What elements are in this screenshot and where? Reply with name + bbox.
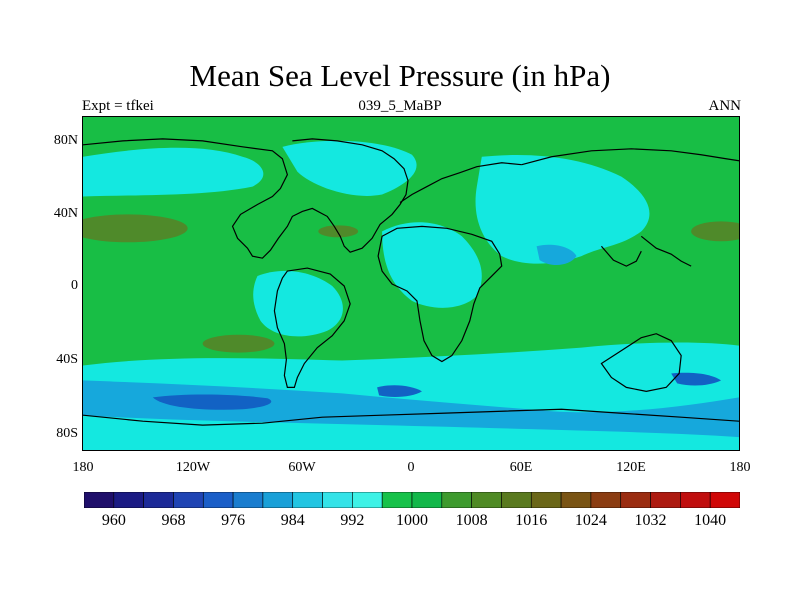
colorbar-tick-label: 984 bbox=[280, 512, 305, 529]
colorbar-swatch bbox=[381, 492, 413, 508]
contour-high-spacific bbox=[202, 334, 275, 353]
contour-high-npacific-e bbox=[691, 221, 739, 242]
lon-label-120w: 120W bbox=[175, 460, 211, 475]
colorbar bbox=[84, 492, 740, 508]
coastline-south-america bbox=[273, 267, 351, 388]
colorbar-swatch bbox=[620, 492, 651, 508]
colorbar-tick-label: 1016 bbox=[515, 512, 548, 529]
lon-label-60w: 60W bbox=[288, 460, 316, 475]
colorbar-swatch bbox=[471, 492, 502, 508]
lat-label-40n: 40N bbox=[53, 206, 78, 221]
colorbar-swatch bbox=[709, 492, 740, 508]
colorbar-swatch bbox=[560, 492, 592, 508]
colorbar-swatch bbox=[262, 492, 294, 508]
colorbar-tick-label: 1008 bbox=[455, 512, 488, 529]
plot-title: Mean Sea Level Pressure (in hPa) bbox=[189, 58, 611, 93]
colorbar-swatch bbox=[292, 492, 323, 508]
lon-label-180e: 180 bbox=[729, 460, 751, 475]
colorbar-swatch bbox=[113, 492, 144, 508]
contour-low-1 bbox=[152, 394, 272, 410]
colorbar-swatch bbox=[202, 492, 234, 508]
colorbar-swatch bbox=[530, 492, 562, 508]
lat-label-40s: 40S bbox=[56, 352, 78, 367]
contour-asia-low bbox=[536, 244, 577, 266]
colorbar-swatch bbox=[322, 492, 353, 508]
colorbar-swatch bbox=[501, 492, 532, 508]
contour-low-3 bbox=[671, 372, 722, 386]
colorbar-swatch bbox=[650, 492, 681, 508]
lon-label-60e: 60E bbox=[509, 460, 533, 475]
colorbar-swatch bbox=[352, 492, 383, 508]
colorbar-tick-label: 1000 bbox=[396, 512, 428, 529]
colorbar-tick-label: 992 bbox=[340, 512, 365, 529]
coastline-europe bbox=[399, 162, 522, 203]
colorbar-swatch bbox=[84, 492, 115, 508]
lon-label-0: 0 bbox=[407, 460, 415, 475]
lat-label-80n: 80N bbox=[53, 133, 78, 148]
season-label: ANN bbox=[708, 98, 742, 114]
contour-southern-blue bbox=[83, 380, 739, 438]
coastline-australia bbox=[600, 333, 682, 392]
contour-europe-cyan bbox=[382, 222, 482, 308]
colorbar-tick-label: 1024 bbox=[574, 512, 607, 529]
colorbar-tick-label: 1040 bbox=[694, 512, 727, 529]
coastline-asia bbox=[521, 148, 739, 267]
contour-low-2 bbox=[377, 385, 422, 397]
colorbar-tick-label: 976 bbox=[221, 512, 246, 529]
lon-label-120e: 120E bbox=[616, 460, 646, 475]
contour-high-npacific-w bbox=[83, 214, 188, 243]
colorbar-swatch bbox=[680, 492, 711, 508]
lat-label-equator: 0 bbox=[71, 278, 78, 293]
contour-north-cyan bbox=[83, 147, 264, 197]
colorbar-tick-label: 1032 bbox=[634, 512, 667, 529]
experiment-label: Expt = tfkei bbox=[82, 98, 154, 114]
coastlines bbox=[83, 138, 739, 426]
colorbar-swatch bbox=[441, 492, 472, 508]
colorbar-swatch bbox=[590, 492, 622, 508]
colorbar-swatch bbox=[143, 492, 174, 508]
colorbar-tick-label: 968 bbox=[161, 512, 186, 529]
contour-arctic-cyan bbox=[282, 140, 417, 196]
coastline-north-america bbox=[83, 138, 409, 259]
colorbar-swatch bbox=[411, 492, 443, 508]
coastline-antarctica bbox=[83, 408, 739, 426]
coastline-africa bbox=[377, 225, 503, 363]
contour-asia-cyan bbox=[475, 154, 650, 264]
colorbar-swatch bbox=[232, 492, 264, 508]
period-label: 039_5_MaBP bbox=[358, 98, 442, 114]
colorbar-tick-label: 960 bbox=[101, 512, 126, 529]
colorbar-swatch bbox=[173, 492, 204, 508]
pressure-map bbox=[82, 116, 740, 451]
contour-high-natlantic bbox=[318, 225, 359, 238]
lat-label-80s: 80S bbox=[56, 426, 78, 441]
lon-label-180w: 180 bbox=[72, 460, 94, 475]
